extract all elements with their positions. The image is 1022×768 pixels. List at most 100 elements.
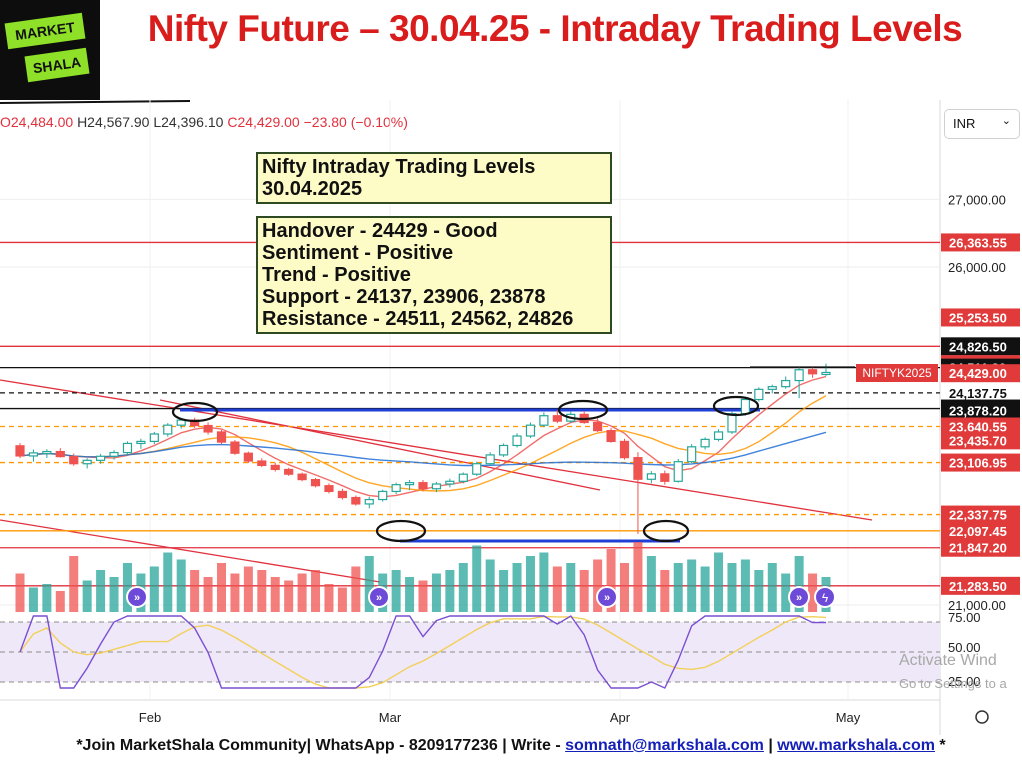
top-drawing-line (0, 100, 191, 104)
candle-body (740, 398, 751, 415)
volume-bar (512, 563, 522, 612)
volume-bar (633, 542, 643, 612)
candle-body (149, 433, 159, 443)
price-label: 22,097.45 (949, 524, 1007, 539)
symbol-tag (856, 364, 938, 382)
volume-bar (525, 556, 535, 612)
levels-line-sentiment: Sentiment - Positive (262, 242, 454, 264)
volume-bar (391, 570, 401, 612)
candle-body (163, 424, 173, 435)
candle-body (257, 460, 267, 467)
volume-bar (69, 556, 79, 612)
candle-body (499, 444, 509, 456)
y-tick-label: 26,000.00 (948, 260, 1006, 275)
volume-bar (485, 559, 495, 612)
volume-bar (55, 591, 65, 612)
highlight-ellipse (712, 395, 760, 417)
moving-average-line (19, 431, 827, 467)
price-label: 22,337.75 (949, 508, 1007, 523)
candle-body (297, 473, 307, 481)
trendline (159, 399, 601, 491)
levels-line-trend: Trend - Positive (262, 264, 411, 286)
info-box-date: 30.04.2025 (262, 178, 363, 200)
candle-body (203, 424, 213, 433)
candle-body (821, 371, 831, 376)
price-label: 24,137.75 (949, 386, 1007, 401)
candle-body (28, 452, 39, 457)
moving-average-line (19, 375, 827, 498)
price-label-box (941, 453, 1020, 472)
currency-select[interactable]: INR ⌄ (944, 109, 1020, 139)
candle-body (230, 441, 240, 454)
volume-bar (122, 563, 132, 612)
event-marker-arrow: » (796, 592, 802, 604)
price-label-box (941, 576, 1020, 595)
price-label-box (941, 383, 1020, 402)
event-marker-icon (126, 586, 148, 608)
candle-body (378, 490, 388, 501)
event-marker-arrow: » (604, 592, 610, 604)
highlight-ellipse (171, 401, 219, 423)
oscillator-signal-line (19, 615, 827, 689)
candlestick-chart[interactable]: » » » » ϟ NIFTYK2025 21,000.00 26,000.00 27,000… (0, 0, 1022, 735)
price-label: 25,253.50 (949, 310, 1007, 325)
lightning-icon (814, 586, 836, 608)
candle-body (337, 490, 347, 499)
volume-bar (606, 549, 616, 612)
price-label: 23,106.95 (949, 456, 1007, 471)
currency-value: INR (953, 116, 976, 131)
candle-body (539, 415, 549, 426)
volume-bar (270, 577, 280, 612)
volume-bar (767, 563, 777, 612)
volume-bar (230, 573, 240, 612)
candle-body (445, 480, 455, 485)
volume-bar (203, 577, 213, 612)
candle-body (767, 386, 777, 390)
highlight-ellipse (375, 519, 427, 543)
volume-bar (808, 573, 818, 612)
settings-gear-icon (975, 710, 989, 724)
candle-body (82, 459, 92, 465)
info-box: Nifty Intraday Trading Levels 30.04.2025 (256, 152, 612, 204)
price-label-box (941, 431, 1020, 450)
candle-body (700, 438, 710, 448)
price-label: 24,429.00 (949, 366, 1007, 381)
ohlc-readout: O24,484.00 H24,567.90 L24,396.10 C24,429… (0, 114, 408, 130)
volume-bar (405, 577, 415, 612)
x-tick-label: May (836, 710, 861, 725)
candle-body (727, 413, 737, 433)
candle-body (606, 429, 616, 443)
highlight-ellipse (557, 399, 609, 421)
volume-bar (579, 570, 589, 612)
volume-bar (472, 545, 482, 612)
price-label: 26,363.55 (949, 235, 1007, 250)
volume-bar (620, 563, 629, 612)
volume-bar (458, 563, 468, 612)
candle-body (673, 461, 683, 482)
chevron-down-icon: ⌄ (1001, 115, 1011, 127)
footer-prefix: *Join MarketShala Community| WhatsApp - … (76, 737, 566, 754)
price-label: 23,640.55 (949, 419, 1007, 434)
oscillator-level-label: 25.00 (948, 674, 981, 689)
footer-suffix: * (934, 737, 946, 754)
candle-body (15, 445, 25, 457)
oscillator-level-label: 50.00 (948, 640, 981, 655)
ohlc-low: L24,396.10 (153, 114, 224, 130)
x-tick-label: Mar (379, 710, 402, 725)
oscillator-level-label: 75.00 (948, 610, 981, 625)
footer: *Join MarketShala Community| WhatsApp - … (0, 737, 1022, 755)
volume-bar (687, 559, 697, 612)
volume-bar (566, 563, 576, 612)
volume-bar (700, 566, 710, 612)
footer-email-link[interactable]: somnath@markshala.com (565, 737, 764, 754)
volume-bar (740, 559, 750, 612)
lightning-glyph: ϟ (822, 591, 829, 605)
candle-body (512, 435, 522, 447)
volume-bar (15, 573, 25, 612)
candle-body (485, 454, 495, 465)
candle-body (687, 446, 697, 463)
volume-bar (96, 570, 106, 612)
candle-body (391, 484, 401, 493)
footer-site-link[interactable]: www.markshala.com (777, 737, 935, 754)
watermark-line1: Activate Wind (899, 652, 997, 669)
